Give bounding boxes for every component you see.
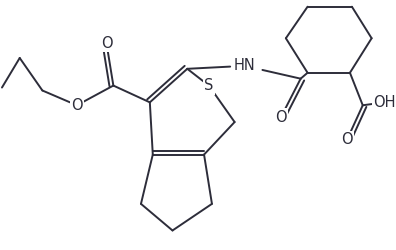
Text: O: O — [341, 132, 353, 147]
Text: O: O — [71, 98, 83, 113]
Text: S: S — [204, 78, 213, 93]
Text: OH: OH — [373, 95, 396, 110]
Text: HN: HN — [234, 58, 255, 73]
Text: O: O — [101, 36, 112, 51]
Text: O: O — [275, 110, 287, 124]
